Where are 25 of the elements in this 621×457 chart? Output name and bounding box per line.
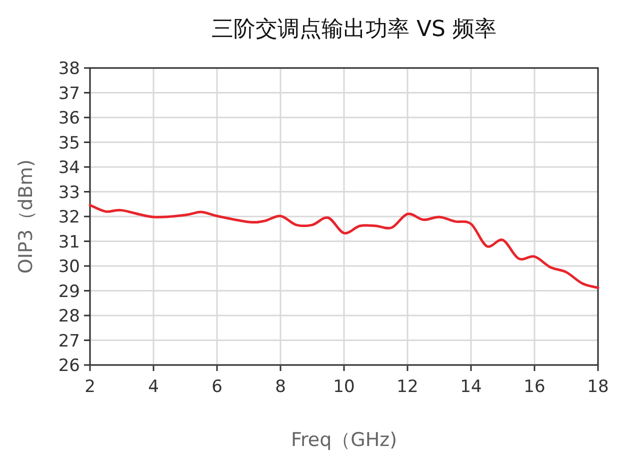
y-tick-label: 33: [58, 182, 80, 203]
x-tick-label: 14: [460, 377, 482, 397]
y-tick-label: 27: [58, 331, 80, 352]
y-tick-label: 36: [58, 108, 80, 128]
y-axis-title: OIP3（dBm): [15, 159, 37, 274]
x-tick-label: 6: [212, 377, 222, 397]
x-axis-title: Freq（GHz): [290, 429, 398, 451]
y-tick-label: 26: [58, 356, 80, 376]
x-tick-label: 16: [524, 377, 546, 397]
y-tick-label: 38: [58, 59, 80, 79]
y-tick-label: 30: [58, 257, 80, 277]
y-tick-label: 29: [58, 282, 80, 302]
y-tick-label: 37: [58, 84, 80, 104]
y-tick-label: 32: [58, 208, 80, 228]
chart-title: 三阶交调点输出功率 VS 频率: [211, 17, 497, 42]
x-tick-label: 2: [84, 377, 96, 397]
x-tick-label: 18: [587, 377, 609, 397]
x-tick-label: 8: [275, 377, 286, 397]
x-tick-label: 4: [148, 377, 159, 397]
y-tick-label: 31: [58, 232, 80, 252]
x-tick-label: 10: [333, 377, 355, 397]
y-tick-label: 28: [58, 306, 80, 326]
y-tick-label: 34: [58, 158, 80, 178]
y-tick-label: 35: [58, 133, 80, 154]
x-tick-label: 12: [396, 377, 418, 397]
